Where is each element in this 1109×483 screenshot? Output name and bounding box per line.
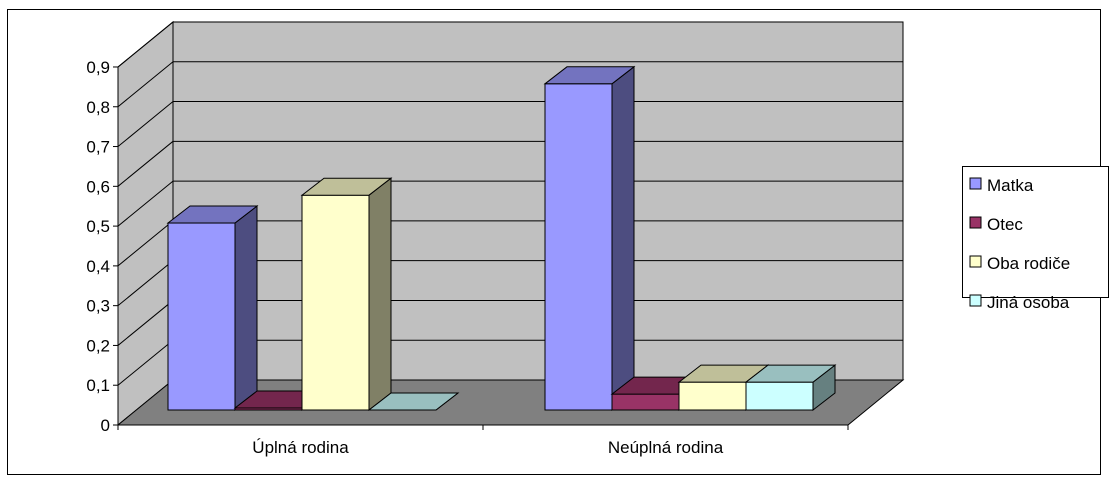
bar-front xyxy=(544,83,613,411)
bar-front xyxy=(678,381,747,411)
legend-label: Jiná osoba xyxy=(987,293,1070,312)
gridline-diagonal xyxy=(117,260,174,307)
gridline-diagonal xyxy=(117,180,174,227)
bar-top xyxy=(166,205,259,224)
y-tick-label: 0,7 xyxy=(86,138,110,157)
legend-label: Otec xyxy=(987,215,1023,234)
bar xyxy=(166,205,259,412)
legend-label: Matka xyxy=(987,176,1034,195)
y-tick-label: 0 xyxy=(101,416,110,435)
gridline-diagonal xyxy=(117,220,174,267)
legend-label: Oba rodiče xyxy=(987,254,1070,273)
back-wall xyxy=(172,21,904,381)
y-tick-label: 0,9 xyxy=(86,58,110,77)
bar-front xyxy=(301,194,370,411)
bar-front xyxy=(611,393,680,411)
legend-swatch xyxy=(969,216,982,229)
legend-swatch xyxy=(969,177,982,190)
gridline-diagonal xyxy=(117,101,174,147)
y-tick-label: 0,4 xyxy=(86,257,110,276)
legend-swatch xyxy=(969,255,982,268)
legend-swatch xyxy=(969,294,982,307)
bar xyxy=(543,65,636,412)
gridline-diagonal xyxy=(117,339,174,386)
bar-top xyxy=(543,66,636,85)
y-tick-label: 0,8 xyxy=(86,98,110,117)
y-tick-label: 0,1 xyxy=(86,376,110,395)
bar-top xyxy=(367,392,460,411)
x-category-label: Neúplná rodina xyxy=(608,438,724,457)
gridline-diagonal xyxy=(117,140,174,187)
bar-side xyxy=(368,177,392,412)
y-tick-label: 0,5 xyxy=(86,217,110,236)
x-category-label: Úplná rodina xyxy=(252,438,349,457)
gridline-diagonal xyxy=(117,21,174,68)
bar xyxy=(300,177,393,412)
bar-side xyxy=(611,65,635,412)
bar-top xyxy=(300,177,393,196)
y-tick-label: 0,2 xyxy=(86,336,110,355)
bar xyxy=(367,392,460,411)
y-tick-label: 0,6 xyxy=(86,177,110,196)
bar-front xyxy=(745,381,814,411)
y-tick-label: 0,3 xyxy=(86,297,110,316)
bar xyxy=(744,364,837,412)
gridline-diagonal xyxy=(117,300,174,346)
gridline-diagonal xyxy=(117,61,174,108)
bar-side xyxy=(234,205,258,412)
side-wall xyxy=(117,20,174,427)
bar-top xyxy=(744,364,837,383)
bar-front xyxy=(167,222,236,411)
legend-box xyxy=(962,166,1109,298)
